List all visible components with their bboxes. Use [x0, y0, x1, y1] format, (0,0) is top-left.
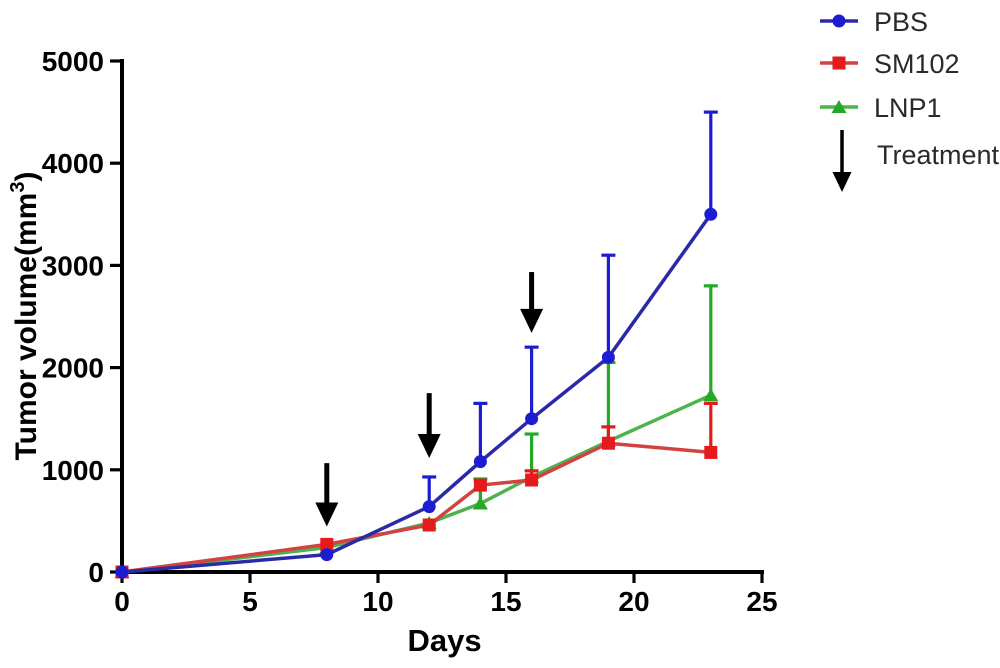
y-tick-label: 2000 — [42, 353, 104, 384]
series-SM102-marker — [601, 436, 615, 450]
x-tick-label: 10 — [362, 586, 393, 617]
series-SM102-marker — [704, 445, 718, 459]
treatment-arrow-3-head — [520, 308, 544, 333]
y-tick-label: 4000 — [42, 148, 104, 179]
series-PBS-marker — [320, 548, 334, 562]
legend-marker-SM102 — [832, 56, 846, 70]
legend-treatment-arrow-head — [832, 172, 852, 192]
x-tick-label: 0 — [114, 586, 130, 617]
series-PBS-marker — [422, 500, 436, 514]
y-axis-title: Tumor volume(mm3) — [7, 172, 43, 461]
x-tick-label: 20 — [618, 586, 649, 617]
x-tick-label: 5 — [242, 586, 258, 617]
series-SM102-marker — [525, 473, 539, 487]
x-axis-title: Days — [408, 623, 482, 658]
series-SM102-marker — [422, 518, 436, 532]
legend-label-treatment: Treatment — [877, 140, 1000, 170]
series-LNP1-line — [121, 393, 712, 574]
x-tick-label: 25 — [746, 586, 777, 617]
treatment-arrow-1-head — [315, 502, 339, 527]
series-SM102-marker — [320, 537, 334, 551]
series-LNP1-marker — [472, 496, 488, 510]
legend-marker-LNP1 — [831, 100, 847, 113]
y-tick-label: 1000 — [42, 455, 104, 486]
series-LNP1-marker — [703, 388, 719, 402]
legend-label-SM102: SM102 — [874, 49, 960, 79]
y-tick-label: 3000 — [42, 250, 104, 281]
legend-label-LNP1: LNP1 — [874, 93, 942, 123]
series-PBS-marker — [525, 412, 539, 426]
legend-marker-PBS — [832, 14, 846, 28]
series-PBS-marker — [115, 565, 129, 579]
y-tick-label: 5000 — [42, 46, 104, 77]
series-PBS-marker — [601, 350, 615, 364]
series-PBS-marker — [473, 455, 487, 469]
series-PBS-marker — [704, 207, 718, 221]
series-SM102-marker — [473, 478, 487, 492]
treatment-arrow-2-head — [417, 434, 441, 459]
series-PBS-line — [121, 213, 713, 574]
x-tick-label: 15 — [490, 586, 521, 617]
series-SM102-line — [121, 441, 711, 574]
y-tick-label: 0 — [88, 557, 104, 588]
legend-label-PBS: PBS — [874, 7, 928, 37]
